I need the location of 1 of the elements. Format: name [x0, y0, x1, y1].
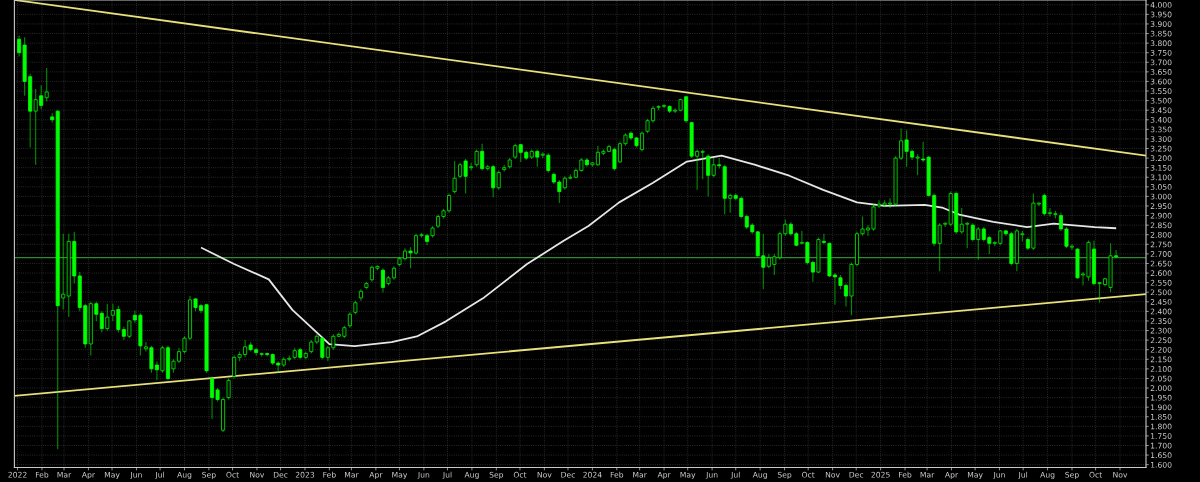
line-series [200, 154, 1117, 347]
